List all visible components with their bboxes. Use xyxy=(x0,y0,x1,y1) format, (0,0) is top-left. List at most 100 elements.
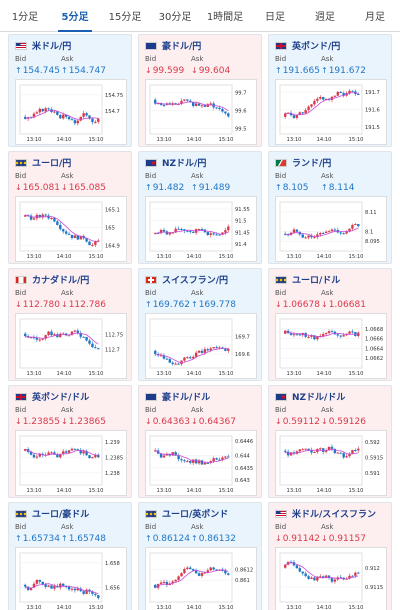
y-tick-label: 0.5915 xyxy=(365,455,383,461)
x-tick-label: 15:10 xyxy=(89,371,104,377)
trend-arrow-icon: ↑ xyxy=(61,65,68,75)
tab-timeframe-6[interactable]: 週足 xyxy=(315,12,335,23)
candle-body xyxy=(194,352,198,357)
candle-body xyxy=(194,570,198,574)
tab-timeframe-1[interactable]: 5分足 xyxy=(50,0,100,32)
candle-body xyxy=(29,215,33,220)
currency-pair-name[interactable]: カナダドル/円 xyxy=(32,276,90,286)
currency-pair-name[interactable]: 英ポンド/円 xyxy=(292,42,341,52)
x-tick-label: 13:10 xyxy=(157,605,172,610)
tab-timeframe-3[interactable]: 30分足 xyxy=(158,12,192,23)
candle-body xyxy=(194,103,198,107)
candle-body xyxy=(333,229,337,231)
x-tick-label: 13:10 xyxy=(287,605,302,610)
candle-body xyxy=(307,448,310,451)
candle-body xyxy=(298,449,302,452)
currency-pair-name[interactable]: 米ドル/スイスフラン xyxy=(292,510,377,520)
trend-arrow-icon: ↑ xyxy=(275,182,282,192)
ask-price: ↓0.91157 xyxy=(321,533,366,544)
tab-timeframe-0[interactable]: 1分足 xyxy=(11,12,39,23)
rate-card[interactable]: 豪ドル/ドル Bid Ask ↓0.64363 ↓0.64367 0.6446 0… xyxy=(138,385,262,498)
candlestick-chart[interactable]: 99.7 99.6 99.5 13:10 14:10 15:10 xyxy=(145,79,257,145)
candle-body xyxy=(186,460,189,462)
moving-average-line xyxy=(155,229,229,235)
candle-body xyxy=(97,454,100,458)
tab-timeframe-2[interactable]: 15分足 xyxy=(108,12,142,23)
candlestick-chart[interactable]: 0.8612 0.861 13:10 14:10 15:10 xyxy=(145,547,257,610)
tab-timeframe-7[interactable]: 月足 xyxy=(365,12,385,23)
currency-pair-name[interactable]: ユーロ/豪ドル xyxy=(32,510,90,520)
x-tick-label: 14:10 xyxy=(187,137,202,143)
rate-card[interactable]: ユーロ/円 Bid Ask ↓165.081 ↓165.085 165.1 165… xyxy=(8,151,132,264)
candle-body xyxy=(24,333,27,337)
candlestick-chart[interactable]: 1.658 1.656 13:10 14:10 15:10 xyxy=(15,547,127,610)
rate-card[interactable]: ユーロ/英ポンド Bid Ask ↑0.86124 ↑0.86132 0.861… xyxy=(138,502,262,610)
candlestick-chart[interactable]: 169.7 169.6 13:10 14:10 15:10 xyxy=(145,313,257,379)
candlestick-chart[interactable]: 0.6446 0.644 0.6435 0.643 13:10 14:10 15:10 xyxy=(145,430,257,496)
rate-card[interactable]: ランド/円 Bid Ask ↑8.105 ↑8.114 8.11 8.1 8.095… xyxy=(268,151,392,264)
rate-card[interactable]: スイスフラン/円 Bid Ask ↑169.762 ↑169.778 169.7… xyxy=(138,268,262,381)
trend-arrow-icon: ↓ xyxy=(145,65,152,75)
candle-body xyxy=(70,588,74,590)
currency-pair-name[interactable]: NZドル/ドル xyxy=(292,393,346,403)
moving-average-line xyxy=(25,448,99,456)
candle-body xyxy=(183,357,186,361)
trend-arrow-icon: ↑ xyxy=(191,299,198,309)
candle-body xyxy=(292,229,296,233)
candlestick-chart[interactable]: 1.239 1.2385 1.238 13:10 14:10 15:10 xyxy=(15,430,127,496)
rate-card[interactable]: 米ドル/円 Bid Ask ↑154.745 ↑154.747 154.75 15… xyxy=(8,34,132,147)
currency-pair-name[interactable]: スイスフラン/円 xyxy=(162,276,229,286)
moving-average-line xyxy=(155,101,229,112)
candle-body xyxy=(203,462,207,465)
rate-card[interactable]: ユーロ/豪ドル Bid Ask ↑1.65734 ↑1.65748 1.658 1… xyxy=(8,502,132,610)
plot-area xyxy=(19,201,103,252)
ask-price: ↓1.23865 xyxy=(61,416,106,427)
candle-body xyxy=(197,103,201,106)
ask-label: Ask xyxy=(191,523,204,531)
tab-timeframe-4[interactable]: 1時間足 xyxy=(206,12,244,23)
currency-pair-name[interactable]: ユーロ/英ポンド xyxy=(162,510,229,520)
candle-body xyxy=(67,233,71,235)
currency-pair-name[interactable]: 英ポンド/ドル xyxy=(32,393,90,403)
candlestick-chart[interactable]: 112.75 112.7 13:10 14:10 15:10 xyxy=(15,313,127,379)
candle-body xyxy=(168,232,172,235)
y-tick-label: 1.658 xyxy=(105,561,120,567)
bid-price: ↓0.91142 xyxy=(275,533,320,544)
candle-body xyxy=(82,336,85,338)
currency-pair-name[interactable]: ユーロ/円 xyxy=(32,159,72,169)
candle-body xyxy=(322,576,325,578)
flag-icon xyxy=(145,509,157,518)
currency-pair-name[interactable]: 豪ドル/円 xyxy=(162,42,202,52)
candle-body xyxy=(327,575,331,579)
rate-card[interactable]: 英ポンド/円 Bid Ask ↑191.665 ↑191.672 191.7 19… xyxy=(268,34,392,147)
candlestick-chart[interactable]: 165.1 165 164.9 13:10 14:10 15:10 xyxy=(15,196,127,262)
currency-pair-name[interactable]: 米ドル/円 xyxy=(32,42,72,52)
candlestick-chart[interactable]: 8.11 8.1 8.095 13:10 14:10 15:10 xyxy=(275,196,387,262)
card-title: NZドル/円 xyxy=(145,156,255,169)
currency-pair-name[interactable]: ユーロ/ドル xyxy=(292,276,341,286)
tab-timeframe-5[interactable]: 日足 xyxy=(265,12,285,23)
candlestick-chart[interactable]: 0.592 0.5915 0.591 13:10 14:10 15:10 xyxy=(275,430,387,496)
candlestick-chart[interactable]: 154.75 154.7 13:10 14:10 15:10 xyxy=(15,79,127,145)
rate-card[interactable]: カナダドル/円 Bid Ask ↓112.780 ↓112.786 112.75… xyxy=(8,268,132,381)
plot-area xyxy=(279,201,363,252)
flag-icon xyxy=(15,509,27,518)
bid-label: Bid xyxy=(15,172,27,180)
candle-body xyxy=(310,235,313,238)
currency-pair-name[interactable]: NZドル/円 xyxy=(162,159,207,169)
rate-card[interactable]: ユーロ/ドル Bid Ask ↓1.06678 ↓1.06681 1.0668 1… xyxy=(268,268,392,381)
rate-card[interactable]: 豪ドル/円 Bid Ask ↓99.599 ↓99.604 99.7 99.6 99… xyxy=(138,34,262,147)
bid-price: ↓165.081 xyxy=(15,182,60,193)
currency-pair-name[interactable]: ランド/円 xyxy=(292,159,332,169)
rate-card[interactable]: 英ポンド/ドル Bid Ask ↓1.23855 ↓1.23865 1.239 1… xyxy=(8,385,132,498)
candlestick-chart[interactable]: 1.0668 1.0666 1.0664 1.0662 13:10 14:10 15:10 xyxy=(275,313,387,379)
candlestick-chart[interactable]: 191.7 191.6 191.5 13:10 14:10 15:10 xyxy=(275,79,387,145)
currency-pair-name[interactable]: 豪ドル/ドル xyxy=(162,393,211,403)
candle-body xyxy=(24,584,27,587)
candlestick-chart[interactable]: 91.55 91.5 91.45 91.4 13:10 14:10 15:10 xyxy=(145,196,257,262)
y-tick-label: 1.239 xyxy=(105,440,120,446)
candlestick-chart[interactable]: 0.912 0.9115 13:10 14:10 15:10 xyxy=(275,547,387,610)
rate-card[interactable]: NZドル/ドル Bid Ask ↓0.59112 ↓0.59126 0.592 0… xyxy=(268,385,392,498)
rate-card[interactable]: NZドル/円 Bid Ask ↑91.482 ↑91.489 91.55 91.5… xyxy=(138,151,262,264)
rate-card[interactable]: 米ドル/スイスフラン Bid Ask ↓0.91142 ↓0.91157 0.9… xyxy=(268,502,392,610)
